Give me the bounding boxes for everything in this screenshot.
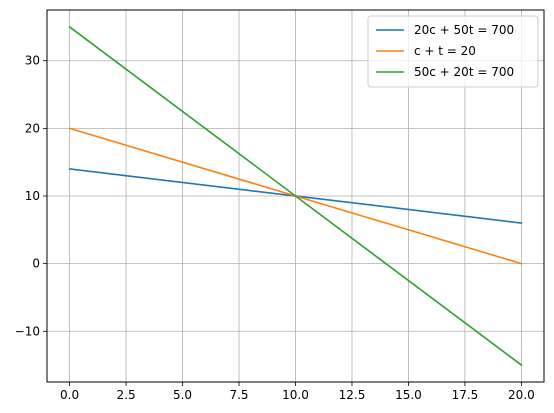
x-tick-label: 2.5	[117, 388, 136, 402]
x-tick-label: 10.0	[282, 388, 309, 402]
x-tick-label: 15.0	[395, 388, 422, 402]
axis-ticks: 0.0 2.5 5.0 7.5 10.0 12.5 15.0 17.5 20.0 −10 0 10 20…	[15, 54, 535, 402]
legend-box	[367, 15, 539, 88]
x-tick-label: 17.5	[452, 388, 479, 402]
y-tick-label: −10	[15, 324, 40, 338]
y-tick-label: 10	[25, 189, 40, 203]
x-tick-label: 7.5	[229, 388, 248, 402]
data-series	[68, 25, 523, 367]
y-tick-label: 0	[32, 257, 40, 271]
legend-label-3: 50c + 20t = 700	[414, 65, 514, 79]
legend: 20c + 50t = 700 c + t = 20 50c + 20t = 700	[367, 15, 539, 88]
y-tick-label: 30	[25, 54, 40, 68]
x-tick-label: 0.0	[60, 388, 79, 402]
series-line-3	[68, 25, 523, 367]
plot-frame	[46, 9, 545, 383]
x-tick-label: 12.5	[339, 388, 366, 402]
y-tick-label: 20	[25, 121, 40, 135]
legend-label-2: c + t = 20	[414, 44, 476, 58]
x-tick-label: 20.0	[508, 388, 535, 402]
legend-label-1: 20c + 50t = 700	[414, 23, 514, 37]
x-tick-label: 5.0	[173, 388, 192, 402]
